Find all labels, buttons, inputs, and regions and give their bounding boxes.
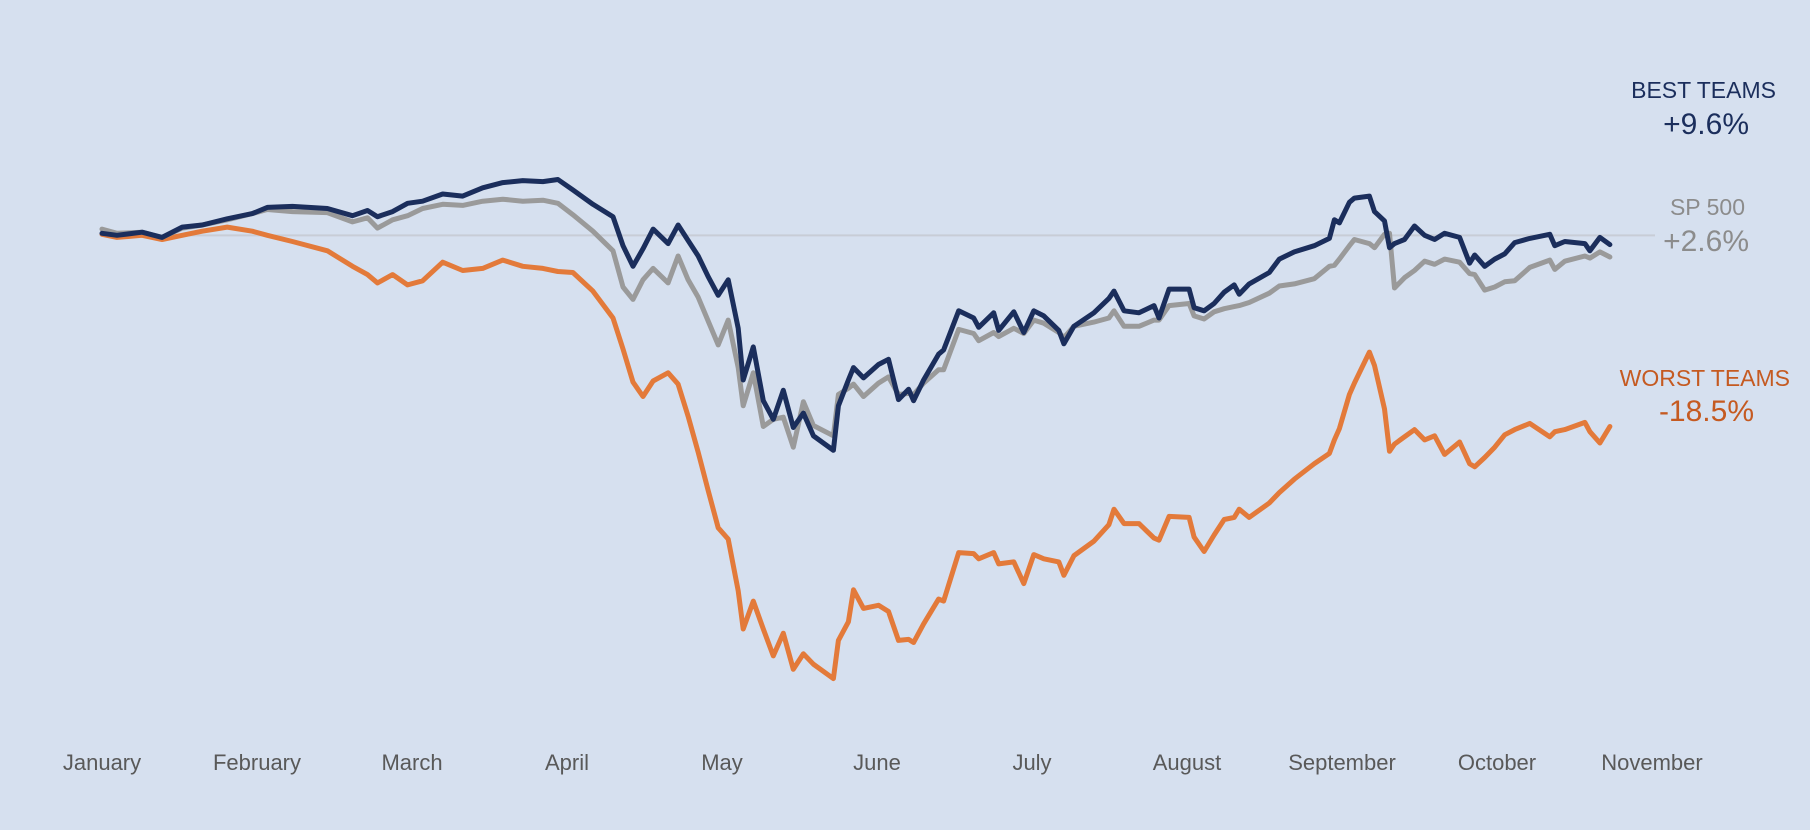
sp500-label: SP 500 <box>1670 194 1745 220</box>
month-label-november: November <box>1601 750 1702 775</box>
month-label-may: May <box>701 750 743 775</box>
month-label-january: January <box>63 750 141 775</box>
worst-teams-line <box>99 224 1613 682</box>
worst-teams-value: -18.5% <box>1659 395 1754 428</box>
sp500-value: +2.6% <box>1663 225 1749 258</box>
best-teams-value: +9.6% <box>1663 108 1749 141</box>
month-label-september: September <box>1288 750 1396 775</box>
month-label-april: April <box>545 750 589 775</box>
month-label-february: February <box>213 750 301 775</box>
month-label-august: August <box>1153 750 1222 775</box>
month-label-june: June <box>853 750 901 775</box>
month-label-march: March <box>381 750 442 775</box>
x-axis-labels: January February March April May June July Augu… <box>63 750 1703 775</box>
best-teams-label: BEST TEAMS <box>1631 77 1776 103</box>
month-label-july: July <box>1012 750 1051 775</box>
series-layer <box>99 177 1613 682</box>
worst-teams-label: WORST TEAMS <box>1620 365 1790 391</box>
best-teams-line <box>99 177 1613 453</box>
month-label-october: October <box>1458 750 1536 775</box>
sp500-line <box>99 196 1613 450</box>
